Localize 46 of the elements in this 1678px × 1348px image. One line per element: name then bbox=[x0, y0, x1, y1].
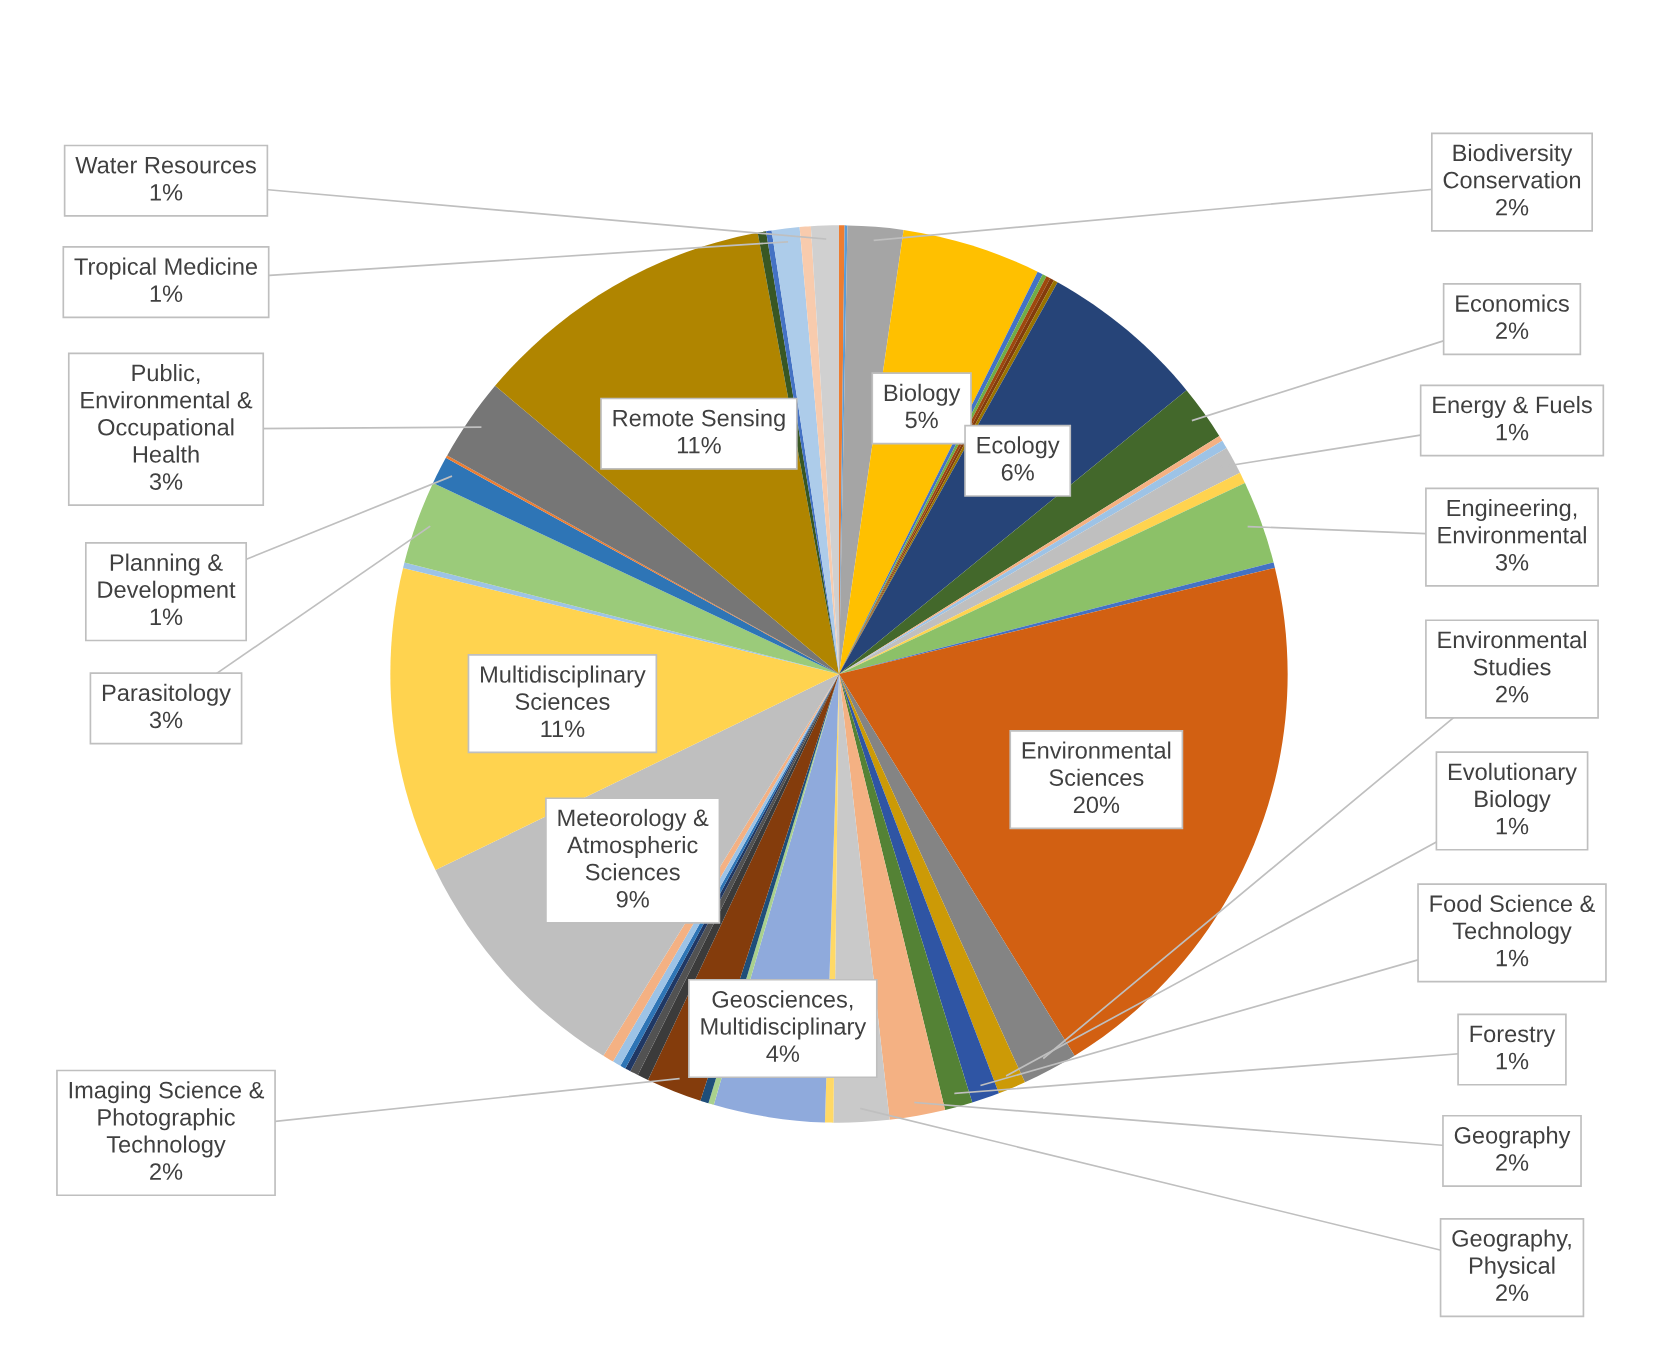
data-label: 9% bbox=[616, 890, 649, 908]
slice-label: Public, Environmental & Occupational Health bbox=[81, 363, 253, 463]
slice-label: Multidisciplinary Sciences bbox=[481, 665, 646, 710]
data-label: 6% bbox=[1001, 463, 1034, 481]
slice-label: Forestry bbox=[1470, 1025, 1556, 1047]
slice-label: Energy & Fuels bbox=[1433, 395, 1592, 418]
data-label: 1% bbox=[1496, 817, 1529, 835]
data-label: 2% bbox=[150, 1163, 183, 1180]
data-label: 2% bbox=[1496, 322, 1529, 339]
slice-label: Biology bbox=[884, 383, 961, 406]
slice-label: Ecology bbox=[977, 436, 1060, 459]
data-label: 3% bbox=[1495, 553, 1529, 571]
slice-label: Imaging Science & Photographic Technology bbox=[69, 1081, 265, 1158]
data-label: 5% bbox=[905, 411, 938, 429]
data-label: 1% bbox=[150, 285, 183, 302]
data-label: 2% bbox=[1496, 1284, 1529, 1301]
slice-label: Water Resources bbox=[75, 157, 256, 174]
slice-label: Environmental Sciences bbox=[1022, 741, 1171, 786]
slice-label: Geosciences, Multidisciplinary bbox=[701, 990, 867, 1040]
slice-label: Planning & Development bbox=[98, 553, 236, 603]
slice-label: Remote Sensing bbox=[613, 409, 785, 432]
slice-label: Food Science & Technology bbox=[1430, 894, 1595, 944]
data-label: 1% bbox=[1496, 423, 1529, 441]
data-label: 1% bbox=[1496, 1052, 1529, 1070]
data-label: 2% bbox=[1496, 198, 1529, 216]
data-label: 20% bbox=[1073, 796, 1120, 814]
data-label: 2% bbox=[1496, 685, 1529, 703]
data-label: 4% bbox=[766, 1045, 800, 1062]
slice-label: Environmental Studies bbox=[1438, 630, 1586, 676]
slice-label: Engineering, Environmental bbox=[1438, 499, 1586, 544]
slice-label: Geography, Physical bbox=[1452, 1229, 1571, 1279]
slice-label: Evolutionary Biology bbox=[1448, 762, 1577, 812]
slice-label: Economics bbox=[1456, 294, 1569, 312]
slice-label: Geography bbox=[1454, 1126, 1571, 1149]
data-label: 1% bbox=[150, 608, 183, 626]
slice-label: Tropical Medicine bbox=[74, 257, 258, 280]
slice-label: Biodiversity Conservation bbox=[1443, 143, 1581, 189]
data-label: 11% bbox=[541, 720, 585, 738]
slice-label: Meteorology & Atmospheric Sciences bbox=[558, 808, 709, 881]
data-label: 3% bbox=[149, 473, 183, 490]
data-label: 2% bbox=[1496, 1154, 1529, 1171]
data-label: 3% bbox=[149, 711, 183, 729]
slice-label: Parasitology bbox=[102, 683, 231, 706]
data-label: 1% bbox=[1496, 949, 1529, 967]
data-label: 1% bbox=[150, 184, 183, 201]
data-label: 11% bbox=[677, 436, 721, 454]
